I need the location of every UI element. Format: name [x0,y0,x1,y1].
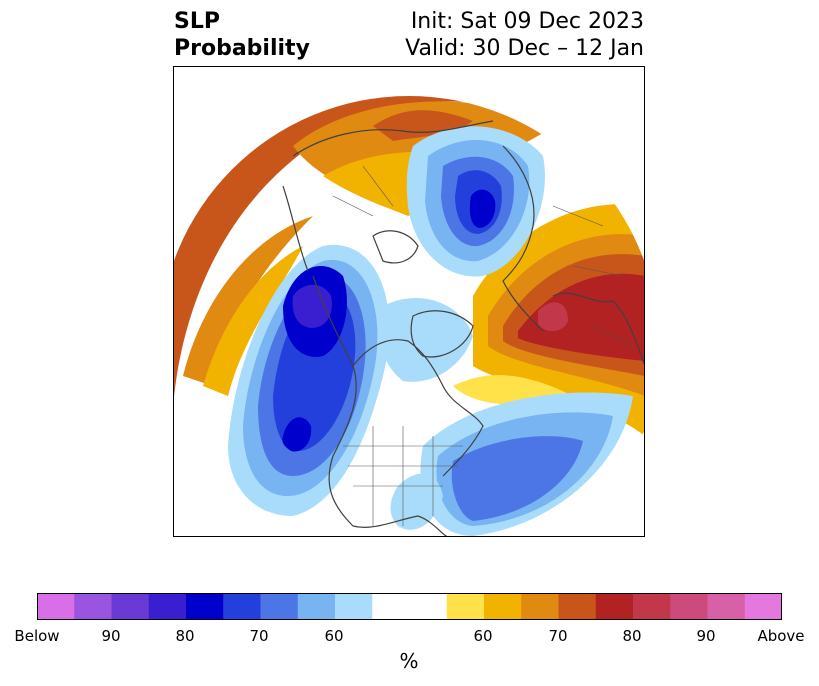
colorbar-tick-below: Below [14,627,60,645]
colorbar-tick-below-70: 70 [249,627,269,645]
colorbar-tick-above-70: 70 [548,627,568,645]
colorbar-unit: % [399,649,419,673]
colorbar-cell [297,593,336,620]
colorbar-tick-above: Above [757,627,805,645]
probability-map [173,66,645,537]
colorbar-cell [186,593,224,620]
colorbar-cell [148,593,187,620]
colorbar-cell [372,593,448,620]
colorbar-cell [521,593,559,620]
colorbar-tick-below-60: 60 [324,627,344,645]
colorbar-tick-below-90: 90 [101,627,121,645]
colorbar-cell [595,593,634,620]
colorbar-tick-above-80: 80 [622,627,642,645]
borders [332,165,634,526]
colorbar-cell [670,593,708,620]
valid-range: Valid: 30 Dec – 12 Jan [405,36,644,61]
colorbar-cell [633,593,671,620]
colorbar-cell [223,593,261,620]
colorbar-cell [74,593,112,620]
map-frame [173,66,645,537]
title-variable: SLP [174,9,220,34]
init-date: Init: Sat 09 Dec 2023 [410,9,644,34]
colorbar-cell [707,593,746,620]
colorbar-tick-above-60: 60 [473,627,493,645]
colorbar-cell [484,593,522,620]
title-right: Init: Sat 09 Dec 2023 Valid: 30 Dec – 12… [405,8,644,62]
coastlines [282,120,645,537]
colorbar [37,593,782,620]
colorbar-cell [111,593,150,620]
title-subtitle: Probability [174,36,310,61]
colorbar-cell [260,593,299,620]
colorbar-cell [335,593,373,620]
colorbar-cell [744,593,782,620]
colorbar-cell [37,593,75,620]
title-left: SLP Probability [174,8,310,62]
probability-fields [173,96,645,537]
colorbar-tick-below-80: 80 [175,627,195,645]
colorbar-tick-above-90: 90 [696,627,716,645]
colorbar-cell [558,593,597,620]
colorbar-cell [446,593,485,620]
